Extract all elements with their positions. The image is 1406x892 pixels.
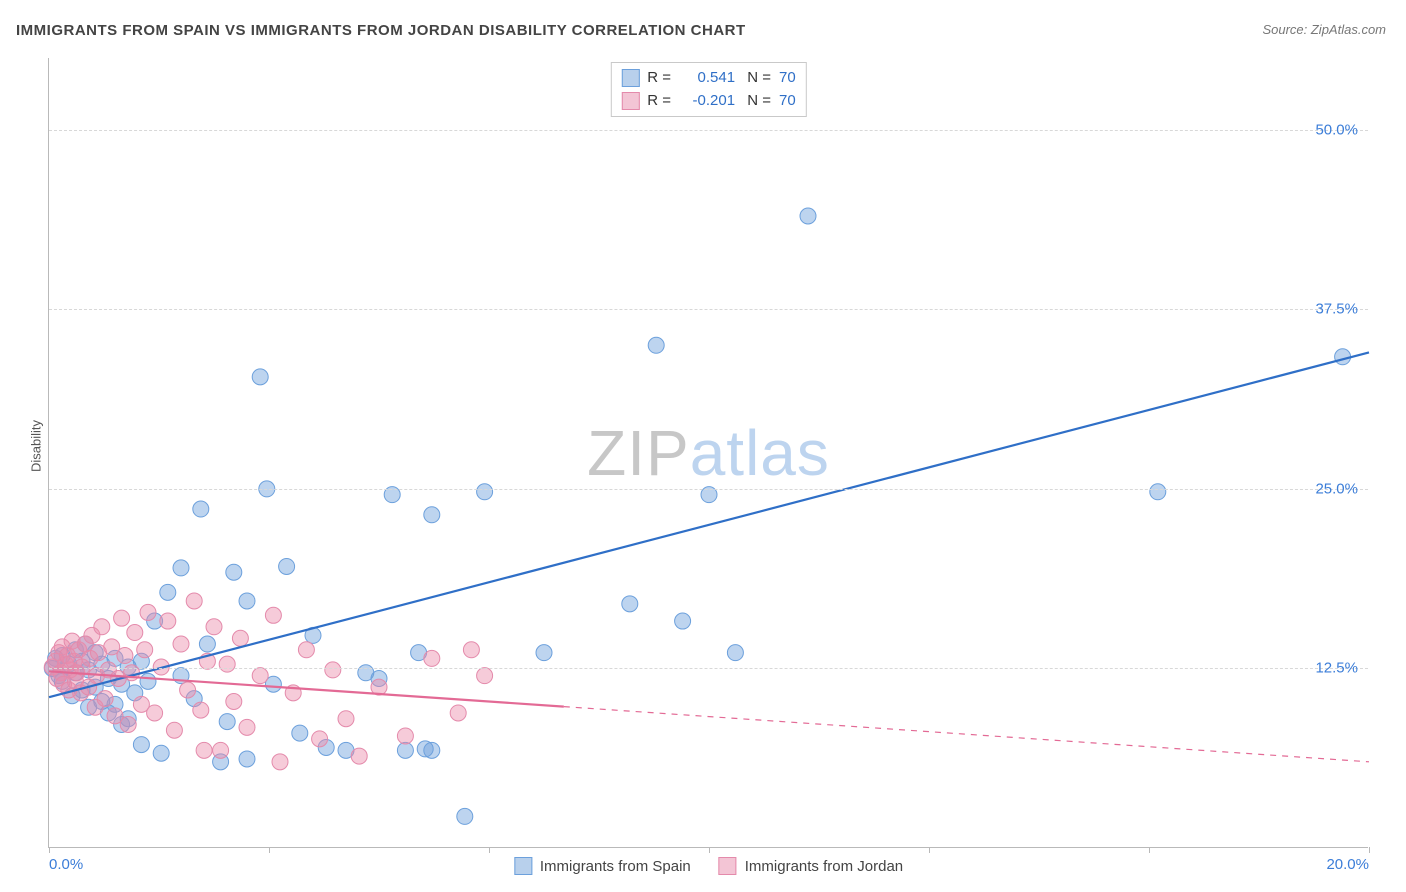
- data-point: [397, 742, 413, 758]
- xtick-mark: [489, 847, 490, 853]
- data-point: [127, 625, 143, 641]
- data-point: [338, 711, 354, 727]
- chart-title: IMMIGRANTS FROM SPAIN VS IMMIGRANTS FROM…: [16, 22, 746, 39]
- data-point: [173, 560, 189, 576]
- data-point: [457, 808, 473, 824]
- regression-line-extrapolated: [564, 707, 1369, 762]
- data-point: [196, 742, 212, 758]
- xtick-mark: [49, 847, 50, 853]
- plot-svg: [49, 58, 1368, 847]
- data-point: [252, 369, 268, 385]
- ytick-label: 50.0%: [1315, 121, 1358, 138]
- data-point: [272, 754, 288, 770]
- data-point: [213, 742, 229, 758]
- plot-area: ZIPatlas R = 0.541 N = 70 R = -0.201 N =…: [48, 58, 1368, 848]
- data-point: [120, 716, 136, 732]
- legend-label-spain: Immigrants from Spain: [540, 858, 691, 875]
- data-point: [727, 645, 743, 661]
- legend-item-jordan: Immigrants from Jordan: [719, 857, 903, 875]
- data-point: [153, 745, 169, 761]
- data-point: [226, 564, 242, 580]
- data-point: [140, 604, 156, 620]
- data-point: [193, 501, 209, 517]
- data-point: [94, 619, 110, 635]
- data-point: [166, 722, 182, 738]
- data-point: [622, 596, 638, 612]
- data-point: [463, 642, 479, 658]
- swatch-jordan-icon: [719, 857, 737, 875]
- data-point: [312, 731, 328, 747]
- data-point: [180, 682, 196, 698]
- xtick-mark: [929, 847, 930, 853]
- data-point: [424, 507, 440, 523]
- data-point: [117, 648, 133, 664]
- data-point: [147, 705, 163, 721]
- data-point: [219, 714, 235, 730]
- data-point: [206, 619, 222, 635]
- gridline: [49, 668, 1368, 669]
- data-point: [239, 719, 255, 735]
- data-point: [351, 748, 367, 764]
- xtick-mark: [1149, 847, 1150, 853]
- xtick-mark: [269, 847, 270, 853]
- gridline: [49, 309, 1368, 310]
- data-point: [133, 737, 149, 753]
- data-point: [97, 691, 113, 707]
- data-point: [232, 630, 248, 646]
- data-point: [298, 642, 314, 658]
- data-point: [173, 636, 189, 652]
- data-point: [397, 728, 413, 744]
- y-axis-label: Disability: [29, 420, 44, 472]
- data-point: [186, 593, 202, 609]
- data-point: [140, 673, 156, 689]
- xtick-mark: [709, 847, 710, 853]
- data-point: [424, 742, 440, 758]
- swatch-spain-icon: [514, 857, 532, 875]
- gridline: [49, 130, 1368, 131]
- data-point: [199, 636, 215, 652]
- legend-item-spain: Immigrants from Spain: [514, 857, 691, 875]
- xtick-label: 20.0%: [1326, 856, 1369, 873]
- data-point: [160, 584, 176, 600]
- legend-label-jordan: Immigrants from Jordan: [745, 858, 903, 875]
- gridline: [49, 489, 1368, 490]
- data-point: [477, 668, 493, 684]
- ytick-label: 12.5%: [1315, 660, 1358, 677]
- data-point: [114, 610, 130, 626]
- ytick-label: 25.0%: [1315, 480, 1358, 497]
- data-point: [137, 642, 153, 658]
- data-point: [252, 668, 268, 684]
- data-point: [800, 208, 816, 224]
- bottom-legend: Immigrants from Spain Immigrants from Jo…: [514, 857, 903, 875]
- data-point: [219, 656, 235, 672]
- data-point: [193, 702, 209, 718]
- data-point: [477, 484, 493, 500]
- data-point: [648, 337, 664, 353]
- data-point: [536, 645, 552, 661]
- data-point: [325, 662, 341, 678]
- data-point: [1150, 484, 1166, 500]
- ytick-label: 37.5%: [1315, 301, 1358, 318]
- source-attribution: Source: ZipAtlas.com: [1262, 22, 1386, 37]
- data-point: [292, 725, 308, 741]
- data-point: [265, 607, 281, 623]
- data-point: [160, 613, 176, 629]
- xtick-mark: [1369, 847, 1370, 853]
- data-point: [239, 593, 255, 609]
- data-point: [450, 705, 466, 721]
- data-point: [424, 650, 440, 666]
- data-point: [226, 693, 242, 709]
- data-point: [279, 558, 295, 574]
- data-point: [675, 613, 691, 629]
- data-point: [239, 751, 255, 767]
- xtick-label: 0.0%: [49, 856, 83, 873]
- regression-line: [49, 352, 1369, 697]
